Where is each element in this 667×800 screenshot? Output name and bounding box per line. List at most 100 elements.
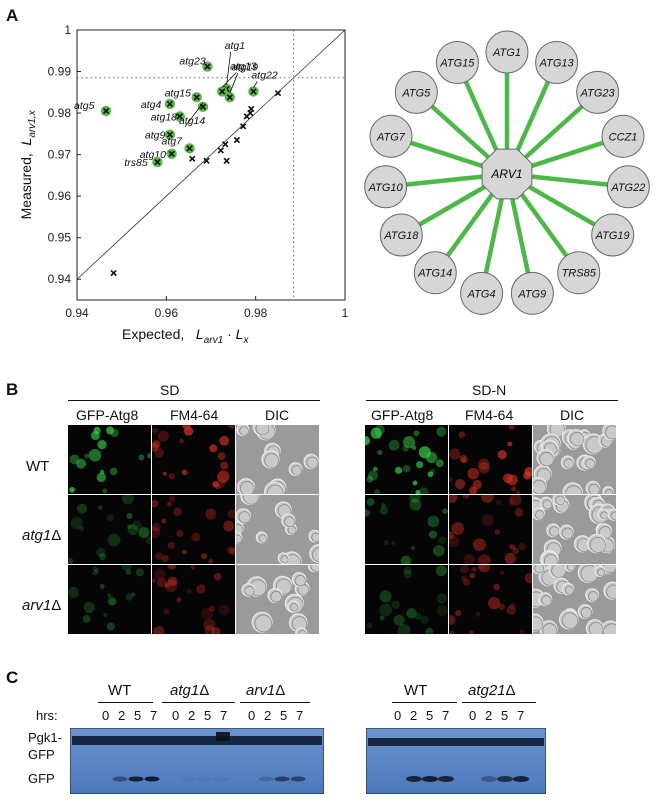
hit-point-atg5: atg5: [74, 100, 112, 117]
scatter-point: [222, 141, 229, 148]
strain-atg1: atg1Δ: [22, 527, 62, 544]
timepoint-label: 5: [426, 708, 434, 723]
hit-label: atg19: [232, 61, 258, 73]
blot-left-bands: [72, 732, 322, 782]
gfp-band: [290, 776, 306, 782]
timepoint-label: 5: [501, 708, 509, 723]
node-label: TRS85: [562, 268, 597, 280]
hit-point-atg14: atg14: [179, 101, 209, 128]
hit-cross: [219, 88, 226, 95]
scatter-point: [233, 136, 241, 144]
scatter-point: [239, 123, 247, 130]
hit-cross: [186, 145, 193, 152]
node-label: ATG5: [401, 87, 431, 99]
x-tick-label: 0.94: [65, 306, 89, 320]
node-label: ATG23: [580, 87, 616, 99]
hit-label: atg14: [179, 115, 205, 127]
gel-group-wt-right: WT: [404, 682, 428, 699]
hit-cross: [250, 88, 257, 95]
hit-label: atg18: [151, 111, 177, 123]
panel-c-letter: C: [6, 668, 19, 687]
micrograph-sd-r1-dic: [236, 425, 319, 494]
hit-cross: [204, 63, 211, 70]
band-label-pgk1-gfp: GFP: [28, 747, 55, 762]
node-trs85: TRS85: [557, 251, 601, 295]
node-atg7: ATG7: [369, 114, 413, 158]
hit-label: atg13: [230, 60, 256, 72]
gfp-band: [422, 776, 438, 782]
timepoint-label: 5: [204, 708, 212, 723]
hit-point-atg23: atg23: [179, 56, 213, 72]
y-ticks: 0.94 0.95 0.96 0.97 0.98 0.99 1: [48, 23, 81, 286]
pgk1-gfp-band-strip: [72, 736, 322, 745]
hit-label: atg5: [74, 100, 95, 112]
gfp-band: [197, 776, 213, 782]
micrograph-sdn-r1-dic: [533, 425, 616, 494]
timepoint-label: 2: [410, 708, 418, 723]
gfp-band: [128, 776, 144, 782]
hit-cross: [193, 94, 200, 101]
y-axis-text: Measured,: [18, 153, 35, 220]
y-tick-label: 0.99: [48, 65, 72, 79]
blot-smudge: [216, 732, 230, 741]
micrograph-sdn-r1-fm464: [449, 425, 532, 494]
gel-group-wt-left: WT: [108, 682, 132, 699]
gfp-band: [213, 776, 229, 782]
gfp-band: [258, 776, 274, 782]
y-tick-label: 0.97: [48, 148, 72, 162]
y-tick-label: 0.98: [48, 106, 72, 120]
western-blot-right: [366, 728, 546, 794]
node-label: ATG15: [439, 58, 475, 70]
hit-label: atg23: [179, 56, 205, 68]
hit-cross: [226, 94, 233, 101]
channel-dic-sd: DIC: [265, 407, 290, 423]
scatter-point: [217, 147, 224, 154]
node-label: ATG1: [492, 47, 521, 59]
scatter-point: [189, 155, 196, 162]
node-label: ATG13: [539, 58, 575, 70]
node-label: ATG19: [595, 230, 630, 242]
hit-point-atg15: atg15: [165, 87, 202, 103]
leader-line: [226, 51, 232, 86]
node-atg22: ATG22: [606, 165, 650, 209]
hit-label: atg7: [162, 135, 184, 147]
hit-point-trs85: trs85: [124, 156, 163, 169]
pgk1-gfp-band-strip: [368, 738, 544, 746]
timepoint-label: 0: [469, 708, 477, 723]
band-label-pgk1: Pgk1-: [28, 730, 62, 745]
scatter-point: [248, 105, 255, 113]
plot-frame: [76, 29, 346, 301]
hit-point-atg18: atg18: [151, 111, 185, 123]
non-hit-points: [110, 89, 282, 277]
scatter-point: [274, 89, 282, 97]
gfp-band: [144, 776, 160, 782]
node-ccz1: CCZ1: [601, 114, 645, 158]
timepoint-label: 0: [172, 708, 180, 723]
timepoint-label: 0: [394, 708, 402, 723]
strain-wt: WT: [26, 458, 50, 475]
node-atg13: ATG13: [535, 41, 579, 85]
gfp-band: [406, 776, 422, 782]
timepoint-label: 7: [296, 708, 304, 723]
hit-point-atg7: atg7: [162, 135, 195, 154]
panel-b-letter: B: [6, 380, 19, 399]
hit-label: atg1: [225, 40, 245, 52]
timepoint-label: 5: [280, 708, 288, 723]
node-atg4: ATG4: [460, 271, 504, 315]
hit-cross: [154, 158, 161, 166]
hit-cross: [168, 150, 175, 157]
node-atg5: ATG5: [394, 70, 438, 114]
node-atg14: ATG14: [413, 251, 457, 295]
node-label: ATG7: [376, 131, 406, 143]
hit-point-atg19: atg19: [224, 61, 258, 103]
y-tick-label: 0.95: [48, 231, 72, 245]
node-atg9: ATG9: [510, 271, 554, 315]
micrograph-sd-r3-dic: [236, 565, 319, 634]
hit-cross: [166, 131, 174, 138]
node-label: ATG22: [610, 182, 645, 194]
node-atg19: ATG19: [591, 213, 635, 257]
micrograph-sd-r2-dic: [236, 495, 319, 564]
sdn-rule: [366, 400, 618, 401]
y-tick-label: 1: [64, 23, 71, 37]
diagonal-line: [76, 29, 346, 280]
